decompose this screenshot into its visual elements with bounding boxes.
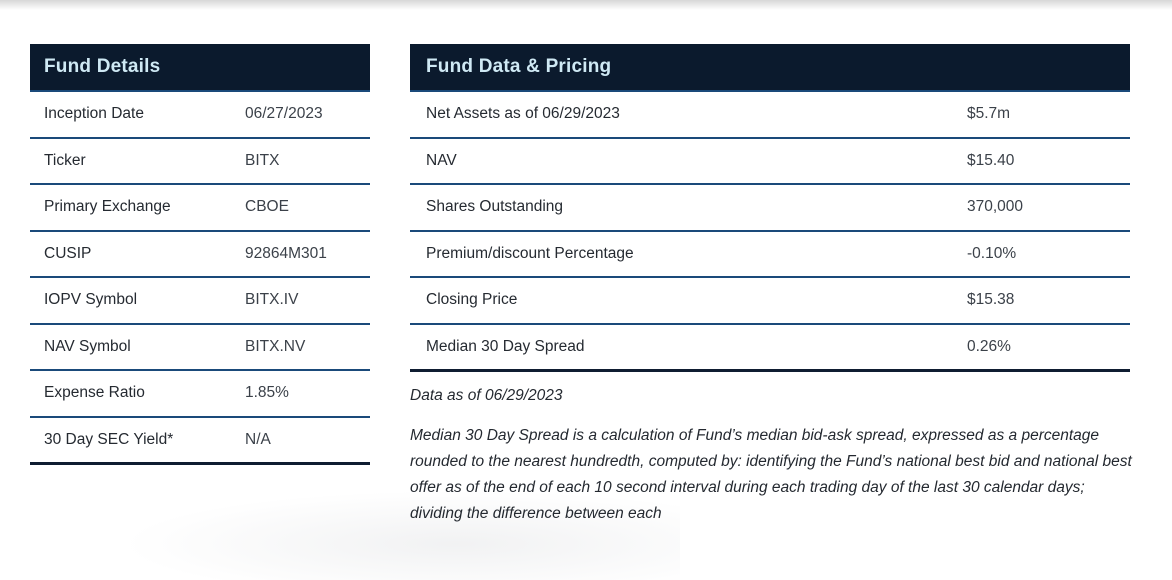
top-edge-gradient — [0, 0, 1172, 10]
row-value: CBOE — [245, 198, 289, 216]
row-label: Median 30 Day Spread — [426, 337, 585, 355]
table-row: Net Assets as of 06/29/2023 $5.7m — [410, 92, 1130, 139]
row-label: Inception Date — [44, 105, 144, 123]
row-label: NAV Symbol — [44, 337, 131, 355]
row-value: 370,000 — [967, 198, 1024, 216]
row-value: BITX.NV — [245, 337, 306, 355]
table-row: 30 Day SEC Yield* N/A — [30, 417, 370, 465]
table-row: NAV $15.40 — [410, 138, 1130, 185]
table-row: Premium/discount Percentage -0.10% — [410, 231, 1130, 278]
row-value: $5.7m — [967, 105, 1011, 123]
row-label: Expense Ratio — [44, 384, 145, 402]
median-spread-definition: Median 30 Day Spread is a calculation of… — [410, 427, 1132, 522]
row-value: $15.40 — [967, 151, 1015, 169]
row-value: -0.10% — [967, 244, 1017, 262]
row-value: $15.38 — [967, 291, 1015, 309]
data-as-of-note: Data as of 06/29/2023 — [410, 387, 563, 404]
table-row: Closing Price $15.38 — [410, 278, 1130, 325]
row-value: 06/27/2023 — [245, 105, 323, 123]
row-value: 92864M301 — [245, 244, 327, 262]
row-value: BITX — [245, 151, 280, 169]
fund-details-table: Fund Details Inception Date 06/27/2023 T… — [30, 44, 370, 465]
table-row: Median 30 Day Spread 0.26% — [410, 324, 1130, 372]
table-row: NAV Symbol BITX.NV — [30, 324, 370, 371]
row-label: Ticker — [44, 151, 86, 169]
fund-data-pricing-header: Fund Data & Pricing — [410, 44, 1130, 92]
row-value: 1.85% — [245, 384, 289, 402]
table-row: Inception Date 06/27/2023 — [30, 92, 370, 139]
row-label: 30 Day SEC Yield* — [44, 430, 174, 448]
table-row: Ticker BITX — [30, 138, 370, 185]
row-label: Shares Outstanding — [426, 198, 564, 216]
fund-details-header: Fund Details — [30, 44, 370, 92]
table-row: IOPV Symbol BITX.IV — [30, 278, 370, 325]
row-label: Closing Price — [426, 291, 518, 309]
table-row: Primary Exchange CBOE — [30, 185, 370, 232]
row-label: NAV — [426, 151, 457, 169]
row-label: Premium/discount Percentage — [426, 244, 634, 262]
row-value: BITX.IV — [245, 291, 299, 309]
row-label: Primary Exchange — [44, 198, 171, 216]
row-label: IOPV Symbol — [44, 291, 138, 309]
fund-details-title: Fund Details — [44, 56, 161, 77]
fund-details-rows: Inception Date 06/27/2023 Ticker BITX Pr… — [30, 92, 370, 465]
fund-data-pricing-rows: Net Assets as of 06/29/2023 $5.7m NAV $1… — [410, 92, 1130, 372]
table-row: Shares Outstanding 370,000 — [410, 185, 1130, 232]
fund-data-pricing-title: Fund Data & Pricing — [426, 56, 612, 77]
fund-data-pricing-table: Fund Data & Pricing Net Assets as of 06/… — [410, 44, 1130, 372]
footnotes-section: Data as of 06/29/2023 Median 30 Day Spre… — [410, 387, 1132, 527]
row-label: Net Assets as of 06/29/2023 — [426, 105, 620, 123]
table-row: Expense Ratio 1.85% — [30, 371, 370, 418]
row-value: N/A — [245, 430, 271, 448]
row-label: CUSIP — [44, 244, 92, 262]
row-value: 0.26% — [967, 337, 1011, 355]
table-row: CUSIP 92864M301 — [30, 231, 370, 278]
